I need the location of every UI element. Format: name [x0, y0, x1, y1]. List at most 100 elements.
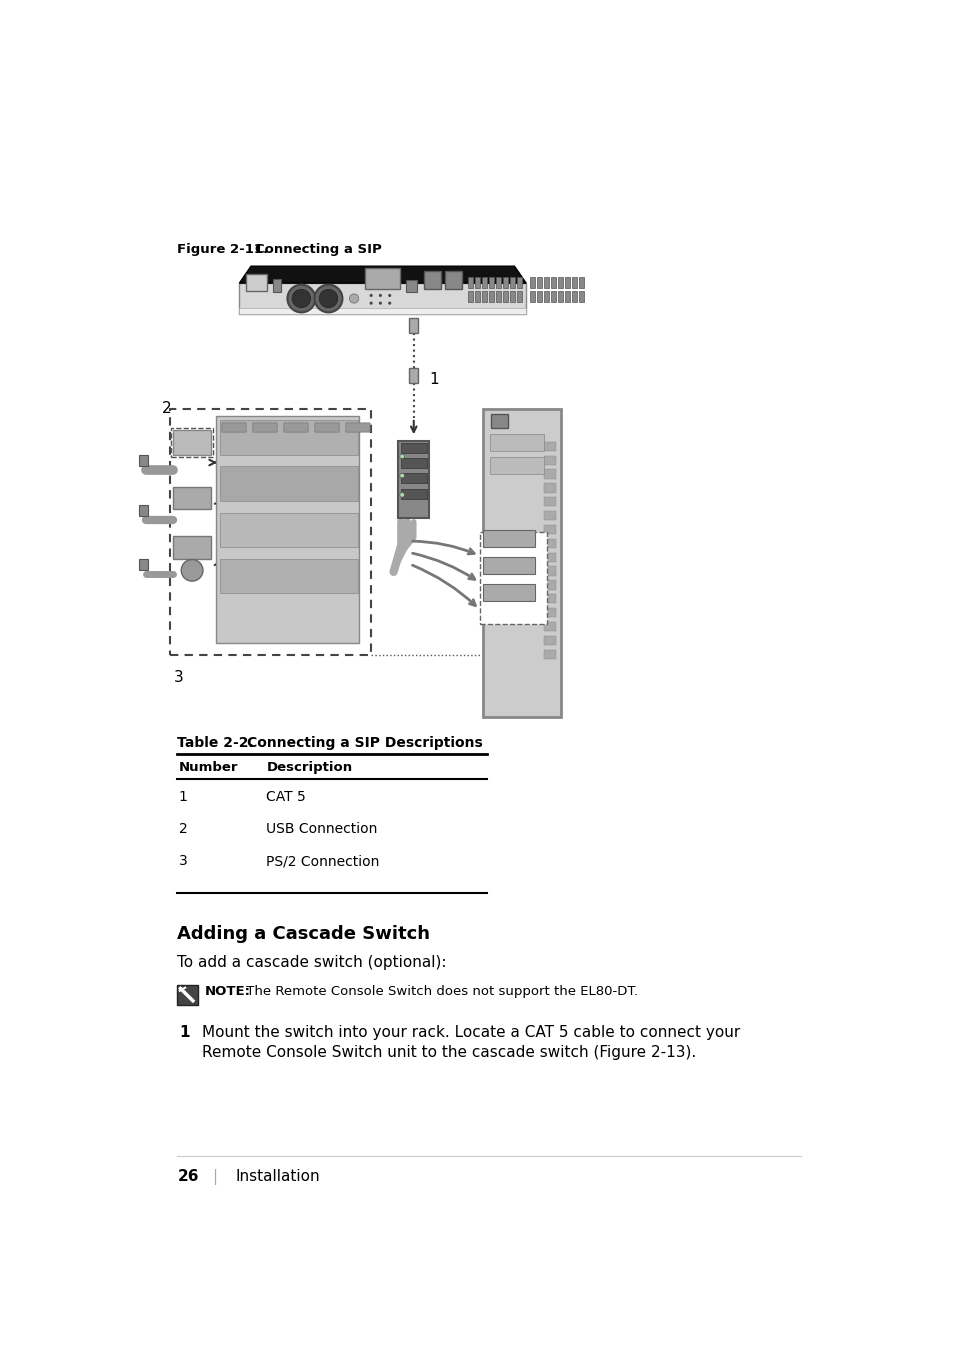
Bar: [173, 430, 211, 454]
Bar: [543, 483, 556, 492]
Bar: [483, 408, 560, 717]
Bar: [488, 291, 494, 301]
Bar: [400, 458, 427, 468]
Bar: [138, 558, 148, 569]
Bar: [502, 291, 508, 301]
Bar: [253, 423, 276, 431]
Bar: [346, 423, 369, 431]
Text: Figure 2-11.: Figure 2-11.: [177, 243, 268, 256]
Text: Installation: Installation: [235, 1169, 320, 1184]
Bar: [509, 277, 515, 288]
Bar: [409, 318, 418, 333]
Bar: [496, 277, 500, 288]
Bar: [571, 277, 577, 288]
Text: Description: Description: [266, 761, 353, 773]
Circle shape: [369, 293, 373, 297]
Bar: [284, 423, 307, 431]
Circle shape: [399, 473, 404, 479]
Bar: [346, 423, 369, 431]
Bar: [220, 466, 357, 502]
Text: 3: 3: [173, 671, 183, 685]
Text: USB Connection: USB Connection: [266, 822, 377, 836]
Text: 1: 1: [179, 790, 188, 804]
Bar: [578, 291, 583, 301]
Bar: [571, 291, 577, 301]
Bar: [220, 558, 357, 594]
Bar: [409, 368, 418, 383]
Bar: [543, 553, 556, 562]
Bar: [222, 423, 245, 431]
Bar: [543, 525, 556, 534]
Circle shape: [292, 289, 311, 308]
Bar: [543, 538, 556, 548]
Text: Number: Number: [179, 761, 238, 773]
Bar: [444, 270, 461, 289]
Bar: [564, 291, 570, 301]
Bar: [397, 441, 429, 518]
Bar: [253, 423, 276, 431]
Bar: [578, 277, 583, 288]
Text: Connecting a SIP: Connecting a SIP: [254, 243, 381, 256]
Bar: [315, 423, 338, 431]
Bar: [543, 291, 549, 301]
Circle shape: [181, 560, 203, 581]
Bar: [400, 442, 427, 453]
Bar: [558, 277, 562, 288]
Circle shape: [349, 293, 358, 303]
Bar: [488, 277, 494, 288]
Bar: [400, 473, 427, 483]
Bar: [483, 584, 535, 602]
Bar: [253, 423, 276, 431]
Bar: [365, 268, 399, 289]
Bar: [284, 423, 307, 431]
Bar: [537, 291, 542, 301]
Text: |: |: [212, 1169, 217, 1186]
Bar: [274, 279, 281, 292]
Text: 3: 3: [179, 854, 188, 868]
Bar: [543, 650, 556, 658]
Text: 2: 2: [179, 822, 188, 836]
Bar: [138, 454, 148, 465]
Bar: [517, 291, 521, 301]
Bar: [543, 608, 556, 618]
Circle shape: [378, 301, 381, 304]
Circle shape: [388, 301, 391, 304]
Text: 1: 1: [179, 1025, 190, 1041]
Bar: [239, 308, 525, 314]
Bar: [222, 423, 245, 431]
Circle shape: [314, 285, 342, 312]
Bar: [543, 277, 549, 288]
Text: Table 2-2.: Table 2-2.: [177, 735, 253, 750]
Bar: [284, 423, 307, 431]
FancyBboxPatch shape: [170, 408, 371, 654]
Bar: [138, 504, 148, 515]
Text: To add a cascade switch (optional):: To add a cascade switch (optional):: [177, 955, 446, 969]
Bar: [481, 277, 487, 288]
Bar: [530, 291, 535, 301]
Bar: [537, 277, 542, 288]
Bar: [543, 595, 556, 603]
Circle shape: [378, 293, 381, 297]
Circle shape: [319, 289, 337, 308]
Bar: [491, 414, 508, 427]
Bar: [502, 277, 508, 288]
Bar: [481, 291, 487, 301]
Bar: [543, 566, 556, 576]
Bar: [239, 283, 525, 314]
Text: 2: 2: [162, 402, 172, 416]
Bar: [315, 423, 338, 431]
Bar: [509, 291, 515, 301]
FancyBboxPatch shape: [479, 531, 546, 625]
Bar: [543, 456, 556, 465]
Circle shape: [369, 301, 373, 304]
Bar: [400, 488, 427, 499]
Bar: [543, 580, 556, 589]
Bar: [543, 635, 556, 645]
Text: Adding a Cascade Switch: Adding a Cascade Switch: [177, 925, 430, 944]
Bar: [543, 442, 556, 452]
Text: Mount the switch into your rack. Locate a CAT 5 cable to connect your
Remote Con: Mount the switch into your rack. Locate …: [202, 1025, 740, 1060]
Bar: [564, 277, 570, 288]
Bar: [496, 291, 500, 301]
Bar: [558, 291, 562, 301]
Bar: [483, 530, 535, 548]
